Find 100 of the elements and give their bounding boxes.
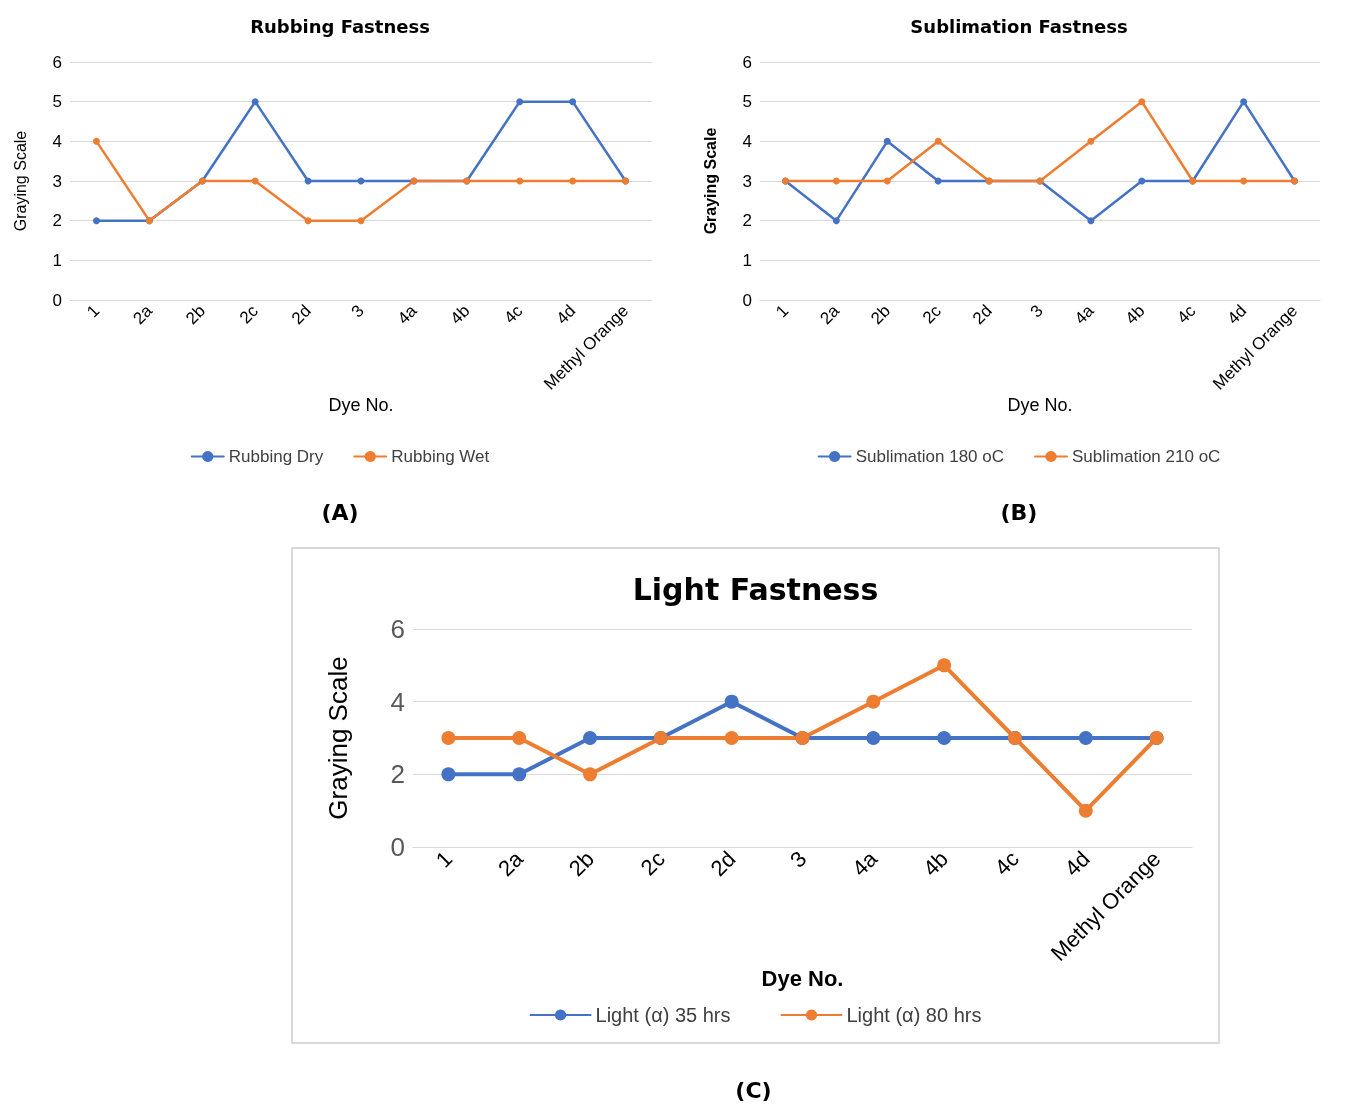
point [1138, 177, 1146, 185]
point [1087, 137, 1095, 145]
chart-title: Rubbing Fastness [250, 15, 430, 37]
y-tick-label: 4 [52, 131, 62, 151]
text: (B) [999, 500, 1039, 525]
x-tick-label: 1 [772, 301, 793, 322]
point [1078, 731, 1093, 745]
x-tick-label: 2b [867, 301, 894, 329]
point [357, 217, 365, 225]
x-tick-label: 4d [1223, 301, 1251, 329]
y-tick-label: 6 [52, 52, 62, 72]
text: (A) [320, 500, 360, 525]
point [304, 217, 312, 225]
x-tick-label: 4b [446, 301, 474, 329]
point [441, 767, 456, 782]
y-tick-label: 2 [390, 759, 405, 790]
y-tick-label: 1 [742, 250, 752, 270]
point [883, 137, 891, 145]
y-tick-label: 4 [742, 131, 752, 151]
y-tick-label: 4 [390, 686, 405, 717]
y-axis-title: Graying Scale [701, 127, 719, 235]
y-tick-label: 2 [52, 211, 62, 231]
point [512, 767, 527, 782]
point [1240, 98, 1248, 106]
point [724, 731, 739, 745]
x-tick-label: 2c [918, 300, 946, 328]
x-tick-label: 3 [1026, 301, 1047, 322]
x-axis-title: Dye No. [328, 394, 394, 415]
x-tick-label: 2a [129, 300, 157, 329]
point [934, 137, 942, 145]
y-axis-title: Graying Scale [323, 656, 353, 820]
point [883, 177, 891, 185]
x-tick-label: 2d [705, 846, 741, 882]
point [92, 137, 100, 145]
x-tick-label: 4b [918, 846, 953, 882]
x-tick-label: 4a [1070, 300, 1099, 329]
chart-title: Light Fastness [632, 571, 879, 607]
point [441, 731, 456, 745]
y-tick-label: 5 [742, 92, 752, 112]
x-tick-label: 4b [1121, 301, 1149, 329]
point [937, 731, 952, 745]
point [1078, 803, 1093, 818]
point [866, 694, 881, 709]
y-tick-label: 1 [52, 250, 62, 270]
y-tick-label: 5 [52, 92, 62, 112]
point [1138, 98, 1146, 106]
legend-label: Light (α) 80 hrs [846, 1004, 982, 1026]
point [1240, 177, 1248, 185]
point [832, 217, 840, 225]
point [516, 177, 524, 185]
x-tick-label: 3 [347, 301, 368, 322]
point [866, 731, 881, 745]
x-tick-label: 2c [235, 300, 263, 328]
point [92, 217, 100, 225]
point [512, 731, 527, 745]
x-tick-label: 2d [288, 301, 315, 329]
x-axis-title: Dye No. [761, 966, 844, 992]
legend-label: Rubbing Wet [391, 447, 490, 466]
x-axis-title: Dye No. [1007, 394, 1073, 415]
point [251, 177, 259, 185]
x-tick-label: 2b [182, 301, 209, 329]
point [583, 731, 598, 745]
y-axis-title: Graying Scale [11, 130, 29, 232]
x-tick-label: 4c [989, 846, 1024, 881]
x-tick-label: 2b [563, 846, 599, 882]
y-tick-label: 6 [390, 614, 405, 644]
y-tick-label: 2 [742, 211, 752, 231]
x-tick-label: 4d [1059, 846, 1095, 882]
point [832, 177, 840, 185]
x-tick-label: 1 [430, 846, 458, 873]
y-tick-label: 3 [52, 171, 62, 191]
x-tick-label: 4c [500, 300, 527, 328]
x-tick-label: 2d [969, 301, 996, 329]
point [569, 98, 577, 106]
x-tick-label: 3 [785, 846, 812, 873]
x-tick-label: 4a [393, 300, 422, 329]
legend-label: Sublimation 180 oC [855, 447, 1005, 466]
point [934, 177, 942, 185]
y-tick-label: 3 [742, 171, 752, 191]
chart-title: Sublimation Fastness [910, 15, 1128, 37]
point [1087, 217, 1095, 225]
x-tick-label: 2c [635, 846, 670, 881]
point [569, 177, 577, 185]
x-tick-label: 2a [816, 300, 844, 329]
x-tick-label: 4d [552, 301, 580, 329]
point [516, 98, 524, 106]
x-tick-label: 1 [83, 301, 104, 322]
legend-label: Rubbing Dry [228, 447, 324, 466]
text: (C) [734, 1078, 773, 1103]
x-tick-label: 2a [493, 845, 529, 882]
legend-label: Sublimation 210 oC [1072, 447, 1221, 466]
x-tick-label: 4a [847, 845, 883, 882]
y-tick-label: 0 [52, 290, 62, 310]
y-tick-label: 6 [742, 52, 752, 72]
x-tick-label: 4c [1173, 300, 1200, 328]
point [937, 658, 952, 673]
point [724, 694, 739, 709]
y-tick-label: 0 [390, 832, 405, 862]
point [251, 98, 259, 106]
y-tick-label: 0 [742, 290, 752, 310]
